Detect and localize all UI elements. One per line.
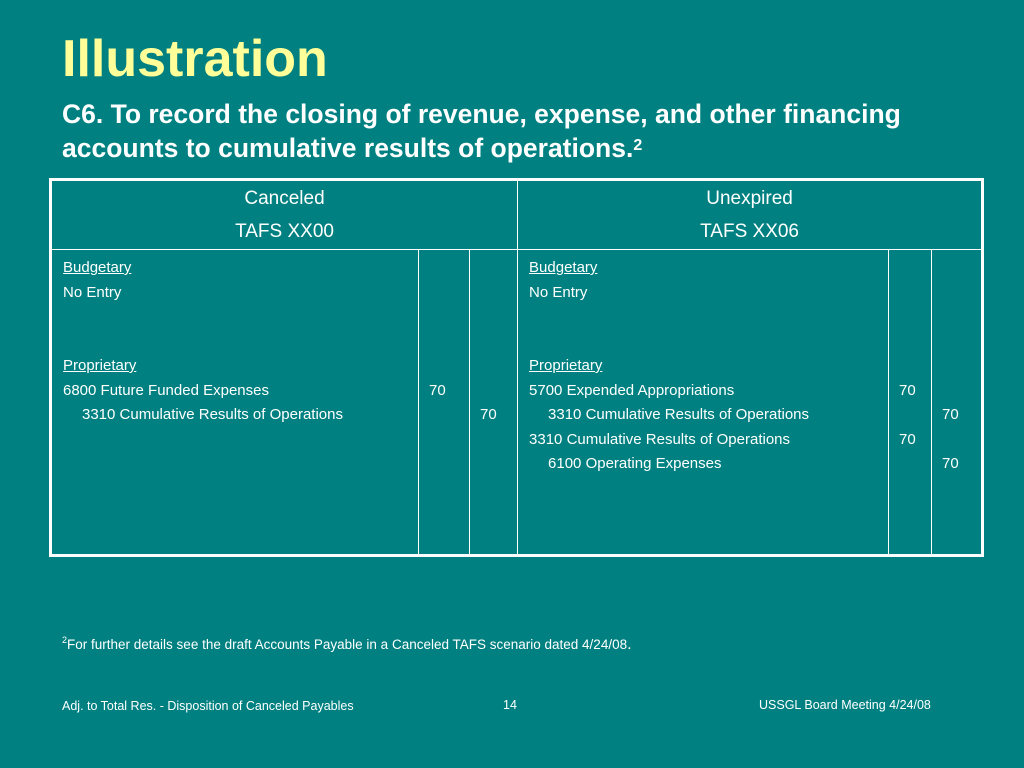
unexpired-debit-amount: 70: [899, 381, 916, 399]
spacer: [470, 256, 517, 281]
table-body-row: Budgetary No Entry Proprietary 6800 Futu…: [50, 249, 984, 556]
spacer: [419, 256, 469, 281]
footnote-text: For further details see the draft Accoun…: [67, 637, 628, 652]
table-header-row: Canceled TAFS XX00 Unexpired TAFS XX06: [49, 179, 984, 250]
unexpired-header-label: Unexpired: [706, 188, 793, 209]
canceled-header-label: Canceled: [244, 188, 325, 209]
canceled-credit-cell: 70: [468, 249, 519, 556]
canceled-debit-amount: 70: [429, 381, 446, 399]
canceled-proprietary-label: Proprietary: [63, 357, 137, 374]
spacer: [889, 305, 931, 330]
spacer: [52, 330, 418, 355]
unexpired-credit-amount: [932, 428, 981, 453]
spacer: [889, 354, 931, 379]
canceled-credit-amount: [470, 379, 517, 404]
unexpired-debit-amount: 70: [899, 430, 916, 448]
spacer: [470, 354, 517, 379]
spacer: [889, 330, 931, 355]
unexpired-accounts-cell: Budgetary No Entry Proprietary 5700 Expe…: [517, 249, 890, 556]
canceled-entry-account: 6800 Future Funded Expenses: [63, 381, 269, 399]
unexpired-debit-amount: [889, 403, 931, 428]
spacer: [889, 256, 931, 281]
canceled-debit-amount: [419, 403, 469, 428]
unexpired-entry-account: 5700 Expended Appropriations: [529, 381, 735, 399]
spacer: [419, 330, 469, 355]
unexpired-entry-account: 6100 Operating Expenses: [548, 455, 722, 472]
spacer: [932, 330, 981, 355]
unexpired-credit-cell: 70 70: [931, 249, 984, 556]
canceled-debit-cell: 70: [418, 249, 470, 556]
canceled-header: Canceled TAFS XX00: [49, 179, 519, 250]
unexpired-credit-amount: [932, 379, 981, 404]
canceled-budgetary-label: Budgetary: [63, 259, 132, 276]
spacer: [932, 256, 981, 281]
slide-title: Illustration: [62, 30, 328, 88]
spacer: [419, 354, 469, 379]
footnote-marker: 2: [62, 635, 68, 645]
unexpired-entry-account: 3310 Cumulative Results of Operations: [548, 406, 810, 423]
spacer: [932, 354, 981, 379]
unexpired-header: Unexpired TAFS XX06: [517, 179, 984, 250]
footnote: 2For further details see the draft Accou…: [62, 635, 632, 654]
subtitle-footnote-ref: 2: [633, 137, 643, 154]
footer-presentation-title: Adj. to Total Res. - Disposition of Canc…: [62, 699, 354, 713]
unexpired-budgetary-label: Budgetary: [529, 259, 598, 276]
unexpired-proprietary-label: Proprietary: [529, 357, 603, 374]
unexpired-entry-account: 3310 Cumulative Results of Operations: [529, 430, 791, 448]
canceled-budgetary-text: No Entry: [63, 283, 122, 301]
footer-meeting-date: USSGL Board Meeting 4/24/08: [759, 698, 931, 712]
unexpired-debit-cell: 70 70: [888, 249, 933, 556]
canceled-credit-amount: 70: [480, 406, 497, 423]
spacer: [52, 305, 418, 330]
spacer: [518, 330, 888, 355]
unexpired-credit-amount: 70: [942, 455, 959, 472]
subtitle-text: C6. To record the closing of revenue, ex…: [62, 99, 901, 163]
spacer: [889, 281, 931, 306]
canceled-header-tafs: TAFS XX00: [235, 221, 334, 242]
spacer: [470, 330, 517, 355]
footnote-end: .: [627, 636, 632, 653]
unexpired-budgetary-text: No Entry: [529, 283, 588, 301]
spacer: [932, 305, 981, 330]
journal-entry-table: Canceled TAFS XX00 Unexpired TAFS XX06 B…: [49, 178, 985, 557]
canceled-entry-account: 3310 Cumulative Results of Operations: [82, 406, 343, 423]
unexpired-header-tafs: TAFS XX06: [700, 221, 799, 242]
spacer: [470, 305, 517, 330]
spacer: [518, 305, 888, 330]
slide-subtitle: C6. To record the closing of revenue, ex…: [62, 97, 992, 165]
unexpired-debit-amount: [889, 452, 931, 477]
spacer: [419, 305, 469, 330]
spacer: [419, 281, 469, 306]
canceled-accounts-cell: Budgetary No Entry Proprietary 6800 Futu…: [50, 249, 419, 556]
spacer: [932, 281, 981, 306]
footer-page-number: 14: [503, 698, 517, 712]
spacer: [470, 281, 517, 306]
unexpired-credit-amount: 70: [942, 406, 959, 423]
